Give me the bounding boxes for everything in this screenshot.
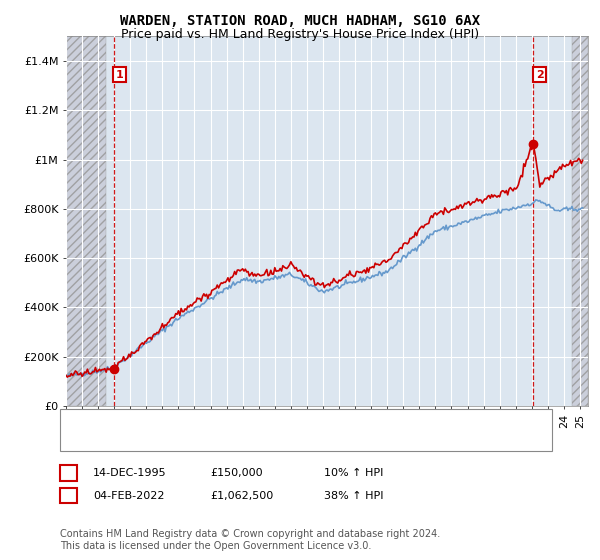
Text: HPI: Average price, detached house, East Hertfordshire: HPI: Average price, detached house, East… bbox=[93, 434, 401, 444]
Text: 04-FEB-2022: 04-FEB-2022 bbox=[93, 491, 164, 501]
Text: —: — bbox=[69, 412, 87, 430]
Text: 10% ↑ HPI: 10% ↑ HPI bbox=[324, 468, 383, 478]
Text: WARDEN, STATION ROAD, MUCH HADHAM, SG10 6AX (detached house): WARDEN, STATION ROAD, MUCH HADHAM, SG10 … bbox=[93, 416, 491, 426]
Text: 1: 1 bbox=[116, 69, 124, 80]
Text: £150,000: £150,000 bbox=[210, 468, 263, 478]
Text: 14-DEC-1995: 14-DEC-1995 bbox=[93, 468, 167, 478]
Text: 2: 2 bbox=[65, 491, 72, 501]
Text: Price paid vs. HM Land Registry's House Price Index (HPI): Price paid vs. HM Land Registry's House … bbox=[121, 28, 479, 41]
Text: WARDEN, STATION ROAD, MUCH HADHAM, SG10 6AX: WARDEN, STATION ROAD, MUCH HADHAM, SG10 … bbox=[120, 14, 480, 28]
Text: £1,062,500: £1,062,500 bbox=[210, 491, 273, 501]
Text: —: — bbox=[69, 430, 87, 448]
Text: 2: 2 bbox=[536, 69, 544, 80]
Bar bbox=[572, 36, 588, 406]
Text: 38% ↑ HPI: 38% ↑ HPI bbox=[324, 491, 383, 501]
Text: 1: 1 bbox=[65, 468, 72, 478]
Bar bbox=[66, 36, 106, 406]
Text: Contains HM Land Registry data © Crown copyright and database right 2024.
This d: Contains HM Land Registry data © Crown c… bbox=[60, 529, 440, 551]
